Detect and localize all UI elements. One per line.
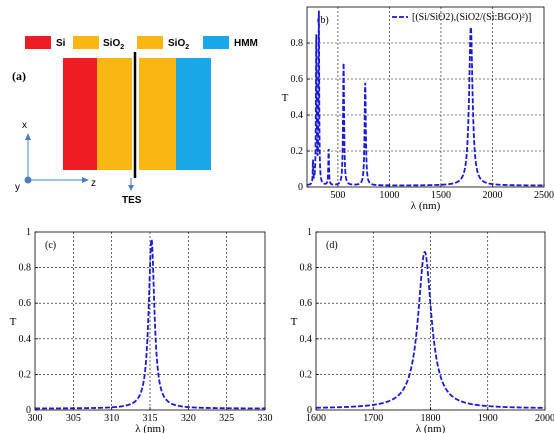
xtick-label-b-2: 1500 (431, 190, 451, 201)
ytick-label-c-4: 0.8 (19, 263, 32, 274)
ytick-label-b-0: 0 (298, 182, 303, 193)
xtick-label-d-1: 1700 (363, 413, 383, 424)
ytick-label-d-1: 0.2 (300, 369, 313, 380)
axis-letter-x: x (22, 120, 27, 131)
schematic-panel: Si SiO2 SiO2 HMM (a) TES x z y (12, 36, 258, 206)
legend-label-si: Si (56, 38, 66, 49)
chart-c: 300 305 310 315 320 325 330 0 0.2 0.4 0.6 0.8 1 λ (nm… (10, 227, 273, 433)
axis-letter-y: y (15, 182, 20, 193)
legend-label-hmm: HMM (234, 38, 258, 49)
axis-letter-z: z (91, 178, 96, 189)
xtick-label-b-4: 2500 (534, 190, 554, 201)
xtick-label-d-3: 1900 (478, 413, 498, 424)
xtick-label-c-3: 315 (143, 413, 158, 424)
ytick-label-b-1: 0.2 (291, 146, 304, 157)
xtick-label-c-1: 305 (66, 413, 81, 424)
z-axis-arrowhead (82, 177, 89, 183)
xlabel-d: λ (nm) (416, 423, 446, 433)
ytick-label-b-2: 0.4 (291, 110, 304, 121)
series-line-d-0 (316, 250, 545, 409)
xlabel-c: λ (nm) (135, 423, 165, 433)
panel-label-a: (a) (12, 69, 26, 83)
ylabel-b: T (282, 92, 289, 104)
ytick-label-b-4: 0.8 (291, 38, 304, 49)
plot-frame-b (306, 6, 545, 188)
ytick-label-d-0: 0 (307, 405, 312, 416)
xtick-label-b-1: 1000 (379, 190, 399, 201)
layer-hmm (176, 58, 211, 170)
xlabel-b: λ (nm) (411, 200, 441, 212)
legend-swatch-sio2-b (137, 36, 163, 49)
layer-sio2-left (97, 58, 132, 170)
chart-b: 500 1000 1500 2000 2500 0 0.2 0.4 0.6 0.8 λ (nm) T (… (282, 6, 554, 212)
ytick-label-c-3: 0.6 (19, 298, 32, 309)
xtick-label-c-4: 320 (181, 413, 196, 424)
ytick-label-c-2: 0.4 (19, 334, 32, 345)
panel-label-d: (d) (326, 240, 338, 251)
ytick-label-d-3: 0.6 (300, 298, 313, 309)
ytick-label-d-5: 1 (307, 227, 312, 238)
legend-swatch-hmm (203, 36, 229, 49)
xtick-label-c-6: 330 (258, 413, 273, 424)
xtick-label-d-4: 2000 (535, 413, 554, 424)
ytick-label-c-1: 0.2 (19, 369, 32, 380)
legend-swatch-si (25, 36, 51, 49)
xtick-label-c-0: 300 (28, 413, 43, 424)
x-axis-arrowhead (25, 133, 31, 140)
ytick-label-d-4: 0.8 (300, 263, 313, 274)
ylabel-d: T (291, 316, 298, 328)
layer-sio2-right (139, 58, 176, 170)
chart-d: 1600 1700 1800 1900 2000 0 0.2 0.4 0.6 0.8 1 λ (nm)… (291, 227, 554, 433)
series-line-c-0 (35, 237, 265, 410)
xtick-label-c-2: 310 (104, 413, 119, 424)
series-line-b-0 (306, 10, 544, 187)
ylabel-c: T (10, 316, 17, 328)
charts: 500 1000 1500 2000 2500 0 0.2 0.4 0.6 0.8 λ (nm) T (… (10, 6, 554, 433)
legend-swatch-sio2-a (73, 36, 99, 49)
tes-arrowhead (128, 185, 134, 191)
ytick-label-d-2: 0.4 (300, 334, 313, 345)
xtick-label-b-3: 2000 (482, 190, 502, 201)
legend-label-b: [(Si/SiO2),(SiO2/(Si:BGO)²)] (412, 12, 531, 23)
legend-label-sio2-a: SiO2 (103, 38, 124, 51)
layer-si (63, 58, 97, 170)
panel-label-b: (b) (317, 15, 329, 26)
xtick-label-b-0: 500 (330, 190, 345, 201)
ytick-label-b-3: 0.6 (291, 74, 304, 85)
panel-label-c: (c) (45, 240, 56, 251)
xtick-label-d-0: 1600 (306, 413, 326, 424)
xtick-label-c-5: 325 (219, 413, 234, 424)
xtick-label-d-2: 1800 (421, 413, 441, 424)
ytick-label-c-0: 0 (26, 405, 31, 416)
ytick-label-c-5: 1 (26, 227, 31, 238)
tes-label: TES (122, 195, 142, 206)
legend-label-sio2-b: SiO2 (168, 38, 189, 51)
y-axis-dot (24, 176, 32, 184)
